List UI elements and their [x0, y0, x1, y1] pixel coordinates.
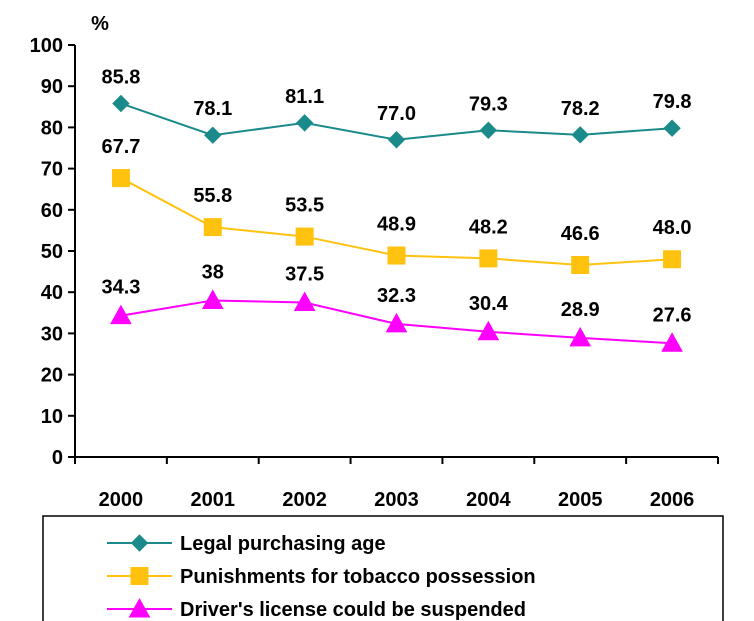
data-point: [663, 250, 682, 269]
x-tick-label: 2002: [282, 489, 327, 511]
data-label: 81.1: [285, 86, 324, 108]
legend-marker: [130, 567, 149, 585]
legend-label: Legal purchasing age: [180, 533, 386, 555]
data-label: 27.6: [653, 304, 692, 326]
data-label: 78.2: [561, 98, 600, 120]
x-tick-label: 2006: [650, 489, 695, 511]
data-point: [201, 289, 224, 309]
y-tick-label: 100: [30, 35, 63, 57]
data-label: 77.0: [377, 103, 416, 125]
series-2: [110, 289, 683, 352]
data-label: 67.7: [101, 136, 140, 158]
data-label: 48.2: [469, 216, 508, 238]
x-tick-label: 2003: [374, 489, 419, 511]
y-tick-label: 20: [41, 365, 63, 387]
legend-marker: [128, 597, 151, 618]
data-label: 78.1: [193, 98, 232, 120]
data-point: [569, 326, 592, 347]
data-point: [479, 249, 498, 268]
data-point: [387, 246, 406, 265]
data-label: 30.4: [469, 293, 509, 315]
legend-label: Punishments for tobacco possession: [180, 566, 536, 588]
data-label: 79.3: [469, 93, 508, 115]
data-point: [295, 227, 314, 246]
data-labels: 85.8 78.1 81.1 77.0 79.3 78.2 79.8 67.7 55.8 53.5…: [101, 67, 691, 327]
data-label: 48.9: [377, 214, 416, 236]
x-tick-label: 2005: [558, 489, 603, 511]
axes: 0 10 20 30 40 50 60 70 80 90 100 2000 2001 2002 2003 20…: [30, 35, 719, 511]
data-label: 79.8: [653, 91, 692, 113]
legend-marker: [130, 534, 149, 552]
y-axis-unit-label: %: [91, 13, 109, 35]
data-point: [571, 126, 589, 144]
data-point: [204, 126, 222, 144]
data-label: 85.8: [101, 67, 140, 89]
data-point: [110, 304, 132, 325]
y-tick-label: 70: [41, 159, 63, 181]
data-point: [111, 169, 130, 188]
x-tick-label: 2001: [191, 489, 236, 511]
y-tick-label: 0: [52, 447, 63, 469]
y-tick-label: 30: [41, 323, 63, 345]
series-1: [111, 169, 682, 275]
x-tick-label: 2000: [99, 489, 144, 511]
x-tick-label: 2004: [466, 489, 511, 511]
legend-label: Driver's license could be suspended: [180, 599, 526, 621]
data-label: 55.8: [193, 185, 232, 207]
data-label: 37.5: [285, 264, 324, 286]
data-label: 34.3: [101, 277, 140, 299]
y-tick-label: 60: [41, 200, 63, 222]
data-label: 46.6: [561, 223, 600, 245]
data-point: [387, 131, 406, 149]
data-label: 28.9: [561, 299, 600, 321]
data-point: [295, 114, 314, 132]
legend-box: [42, 515, 724, 621]
data-label: 53.5: [285, 195, 324, 217]
data-point: [293, 291, 316, 311]
data-label: 32.3: [377, 285, 416, 307]
series-layer: [110, 94, 683, 352]
data-point: [477, 320, 500, 341]
y-tick-label: 80: [41, 117, 63, 139]
data-point: [203, 218, 222, 237]
data-point: [571, 256, 590, 275]
y-tick-label: 90: [41, 76, 63, 98]
data-label: 38: [202, 261, 224, 283]
y-tick-label: 40: [41, 282, 63, 304]
y-tick-label: 10: [41, 406, 63, 428]
y-tick-label: 50: [41, 241, 63, 263]
series-0: [112, 94, 681, 149]
legend: Legal purchasing age Punishments for toba…: [42, 515, 724, 621]
data-label: 48.0: [653, 217, 692, 239]
data-point: [385, 312, 408, 333]
data-point: [112, 94, 130, 113]
data-point: [663, 119, 681, 137]
data-point: [661, 332, 683, 352]
data-point: [479, 121, 498, 139]
